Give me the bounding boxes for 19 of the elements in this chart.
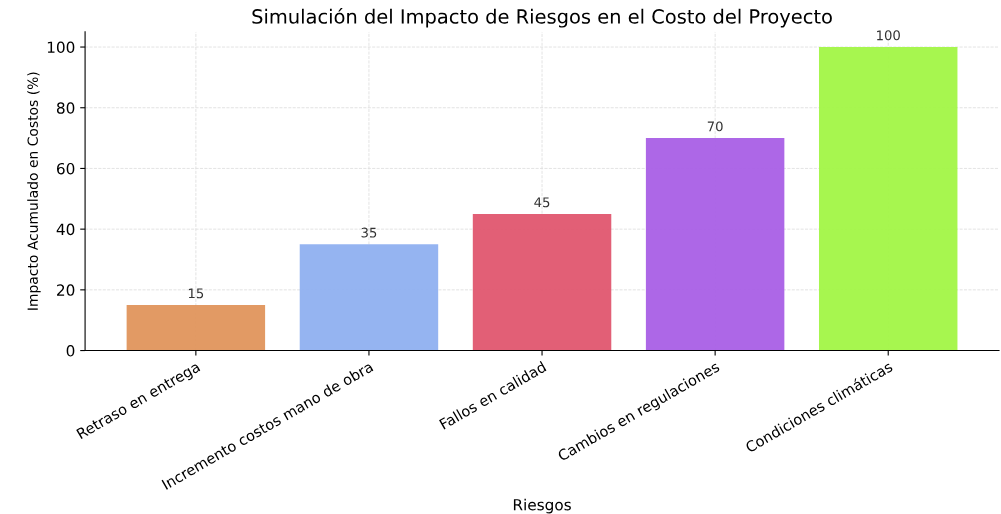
y-tick-label: 60 xyxy=(56,162,75,175)
bar xyxy=(299,244,439,351)
bar xyxy=(818,47,958,351)
data-label: 35 xyxy=(361,227,377,238)
data-label: 70 xyxy=(707,121,723,132)
bar xyxy=(126,305,266,351)
y-axis-title: Impacto Acumulado en Costos (%) xyxy=(27,72,41,310)
chart-title: Simulación del Impacto de Riesgos en el Costo del Proyecto xyxy=(252,7,832,28)
y-tick-label: 80 xyxy=(56,102,75,114)
x-axis-title: Riesgos xyxy=(513,498,571,514)
bar xyxy=(472,213,612,351)
y-tick-label: 0 xyxy=(66,345,75,357)
data-label: 100 xyxy=(877,30,900,41)
data-label: 15 xyxy=(188,288,204,299)
y-tick-label: 40 xyxy=(56,223,75,236)
bar xyxy=(645,138,785,351)
y-tick-label: 100 xyxy=(47,41,75,54)
y-tick-label: 20 xyxy=(57,284,75,296)
data-label: 45 xyxy=(534,197,550,208)
